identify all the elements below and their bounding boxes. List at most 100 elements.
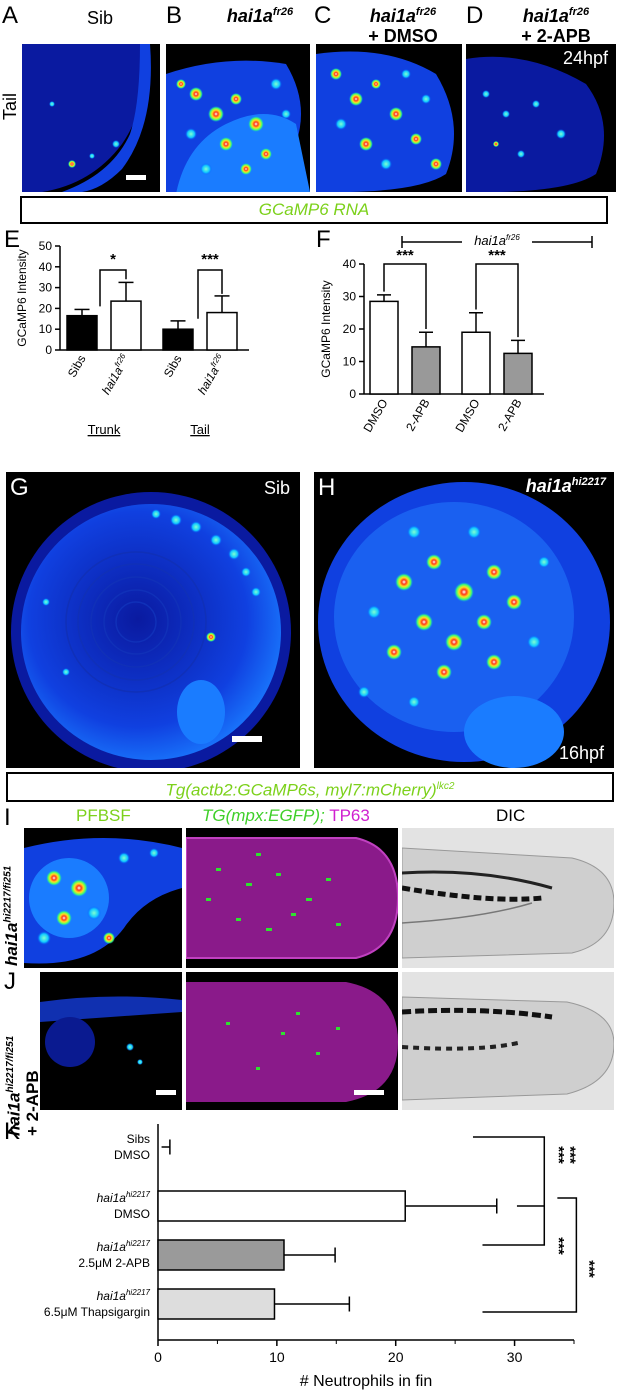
bar (162, 328, 194, 351)
row-label-line1: hai1ahi2217 (97, 1190, 151, 1205)
significance-bracket (472, 1136, 546, 1246)
y-tick-label: 50 (39, 239, 53, 253)
panel-i-side-label: hai1ahi2217/fi251 (2, 865, 21, 966)
panel-c-title: hai1afr26 + DMSO (368, 6, 438, 46)
significance-label: *** (562, 1146, 579, 1164)
panel-letter-d: D (466, 2, 484, 29)
scale-bar (354, 1090, 384, 1095)
significance-bracket (99, 269, 127, 307)
row-label-line2: DMSO (114, 1148, 150, 1162)
significance-label: *** (396, 247, 414, 264)
x-tick-label: hai1afr26 (98, 352, 133, 397)
panel-b-title: hai1afr26 (226, 6, 294, 26)
panel-a-side-label: Tail (0, 92, 20, 120)
x-tick-label: DMSO (452, 397, 482, 435)
panel-a-title: Sib (86, 8, 113, 28)
y-axis-label: GCaMP6 Intensity (15, 249, 29, 346)
y-tick-label: 20 (343, 322, 357, 336)
chart-k: 0 10 20 30 # Neutrophils in fin Sibs DMSO hai1a… (44, 1124, 598, 1390)
panel-letter-f: F (316, 226, 331, 253)
row-label-line2: 6.5μM Thapsigargin (44, 1305, 150, 1319)
y-tick-label: 0 (349, 387, 356, 401)
significance-label: *** (201, 251, 219, 268)
x-tick-label: 2-APB (495, 397, 524, 434)
row-label-line1: hai1ahi2217 (97, 1288, 151, 1303)
panel-i-dic-image (402, 828, 614, 968)
significance-label: *** (488, 247, 506, 264)
y-tick-label: 10 (343, 355, 357, 369)
panel-letter-e: E (4, 226, 21, 253)
stage-label-24hpf: 24hpf (562, 48, 608, 68)
panel-d-title: hai1afr26 + 2-APB (521, 6, 591, 46)
panel-i-pfbsf-image (24, 828, 182, 968)
y-tick-label: 20 (39, 301, 53, 315)
panel-j-side-label: hai1ahi2217/fi251 + 2-APB (4, 1035, 42, 1136)
caption-gcamp6-rna: GCaMP6 RNA (20, 196, 608, 224)
row-label-line2: DMSO (114, 1207, 150, 1221)
col-label-dic: DIC (496, 806, 526, 825)
y-tick-label: 10 (39, 322, 53, 336)
row-label-line2: 2.5μM 2-APB (78, 1256, 150, 1270)
panel-letter-a: A (2, 2, 19, 29)
significance-label: *** (550, 1146, 567, 1164)
x-tick-label: 20 (388, 1349, 404, 1365)
panel-letter-b: B (166, 2, 183, 29)
x-tick-label: 2-APB (403, 397, 432, 434)
significance-bracket (383, 263, 427, 329)
bar (369, 300, 399, 395)
panel-c-image (316, 44, 462, 192)
chart-f: 0 10 20 30 40 GCaMP6 Intensity DMSO 2-APB DMSO 2-… (319, 232, 593, 440)
x-tick-label: DMSO (360, 397, 390, 435)
y-tick-label: 30 (343, 290, 357, 304)
panel-letter-c: C (314, 2, 332, 29)
panel-letter-g: G (10, 474, 29, 501)
panel-b-image (166, 44, 310, 192)
scale-bar (232, 736, 262, 742)
bar (157, 1288, 276, 1320)
bar (461, 331, 491, 395)
panel-g-title: Sib (263, 478, 290, 498)
bar (206, 311, 238, 351)
bar (503, 352, 533, 395)
x-tick-label: 0 (154, 1349, 162, 1365)
panel-d-image: 24hpf (466, 44, 616, 192)
x-tick-label: hai1afr26 (194, 352, 229, 397)
row-label-line1: hai1ahi2217 (97, 1239, 151, 1254)
bar (411, 346, 441, 395)
col-label-mpx-tp63: TG(mpx:EGFP); TP63 (202, 806, 370, 825)
panel-a-image (22, 44, 160, 192)
significance-label: *** (581, 1260, 598, 1278)
group-label-tail: Tail (490, 438, 510, 440)
panel-g-image: G Sib (6, 472, 300, 768)
significance-label: *** (550, 1237, 567, 1255)
significance-label: * (110, 251, 116, 268)
panel-j-pfbsf-image (40, 972, 182, 1110)
chart-e: 0 10 20 30 40 50 GCaMP6 Intensity Sibs hai1afr26… (15, 239, 249, 437)
y-tick-label: 0 (45, 343, 52, 357)
group-label-tail: Tail (190, 422, 210, 437)
bar (110, 300, 142, 351)
bar (157, 1239, 285, 1271)
panel-i-fluorescence-image (186, 828, 398, 968)
header-label: hai1afr26 (474, 233, 520, 248)
significance-bracket (482, 1197, 578, 1313)
panel-letter-h: H (318, 474, 336, 501)
row-label-line1: Sibs (127, 1132, 150, 1146)
group-label-trunk: Trunk (88, 422, 121, 437)
bar (157, 1190, 406, 1222)
panel-h-image: H hai1ahi2217 16hpf (314, 472, 614, 768)
panel-j-fluorescence-image (186, 972, 398, 1110)
x-tick-label: Sibs (65, 353, 89, 380)
panel-letter-i: I (4, 804, 11, 831)
x-tick-label: 30 (507, 1349, 523, 1365)
panel-letter-j: J (4, 968, 16, 995)
y-tick-label: 40 (343, 257, 357, 271)
panel-letter-k: K (4, 1118, 21, 1145)
x-tick-label: Sibs (161, 353, 185, 380)
caption-transgenic-line: Tg(actb2:GCaMP6s, myl7:mCherry)lkc2 (6, 772, 614, 802)
x-axis-label: # Neutrophils in fin (300, 1373, 433, 1390)
stage-label-16hpf: 16hpf (558, 743, 604, 763)
y-tick-label: 40 (39, 260, 53, 274)
panel-j-dic-image (402, 972, 614, 1110)
scale-bar (126, 175, 146, 180)
